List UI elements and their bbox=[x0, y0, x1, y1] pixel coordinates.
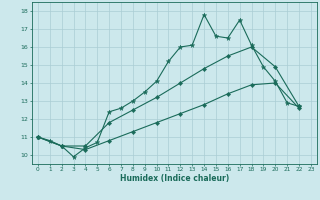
X-axis label: Humidex (Indice chaleur): Humidex (Indice chaleur) bbox=[120, 174, 229, 183]
